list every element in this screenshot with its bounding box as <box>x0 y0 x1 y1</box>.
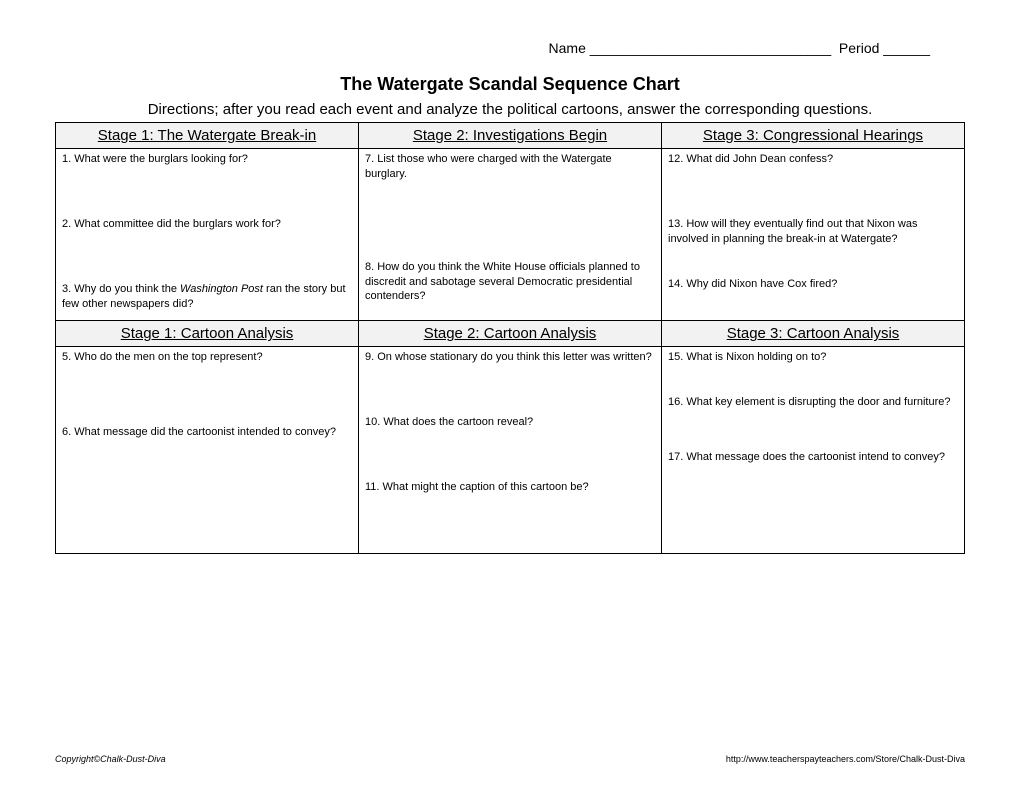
stage3-cartoon-header: Stage 3: Cartoon Analysis <box>662 321 965 347</box>
table-row: Stage 1: The Watergate Break-in Stage 2:… <box>56 123 965 149</box>
question-1: 1. What were the burglars looking for? <box>62 152 352 167</box>
question-7: 7. List those who were charged with the … <box>365 152 655 182</box>
question-11: 11. What might the caption of this carto… <box>365 480 655 495</box>
table-row: 5. Who do the men on the top represent? … <box>56 347 965 554</box>
name-blank: _______________________________ <box>590 40 831 56</box>
question-12: 12. What did John Dean confess? <box>668 152 958 167</box>
question-5: 5. Who do the men on the top represent? <box>62 350 352 365</box>
footer-copyright: Copyright©Chalk-Dust-Diva <box>55 754 166 764</box>
stage2-cartoon-questions: 9. On whose stationary do you think this… <box>359 347 662 554</box>
q3-italic: Washington Post <box>180 283 263 295</box>
stage3-questions: 12. What did John Dean confess? 13. How … <box>662 149 965 321</box>
stage2-questions: 7. List those who were charged with the … <box>359 149 662 321</box>
stage3-cartoon-questions: 15. What is Nixon holding on to? 16. Wha… <box>662 347 965 554</box>
period-label: Period <box>839 40 879 56</box>
sequence-chart: Stage 1: The Watergate Break-in Stage 2:… <box>55 122 965 554</box>
question-6: 6. What message did the cartoonist inten… <box>62 425 352 440</box>
period-blank: ______ <box>883 40 930 56</box>
stage1-cartoon-header: Stage 1: Cartoon Analysis <box>56 321 359 347</box>
question-14: 14. Why did Nixon have Cox fired? <box>668 277 958 292</box>
name-label: Name <box>549 40 586 56</box>
table-row: Stage 1: Cartoon Analysis Stage 2: Carto… <box>56 321 965 347</box>
header-line: Name _______________________________ Per… <box>55 40 965 56</box>
stage1-cartoon-questions: 5. Who do the men on the top represent? … <box>56 347 359 554</box>
q3-pre: 3. Why do you think the <box>62 283 180 295</box>
question-10: 10. What does the cartoon reveal? <box>365 415 655 430</box>
directions: Directions; after you read each event an… <box>55 101 965 118</box>
question-13: 13. How will they eventually find out th… <box>668 217 958 247</box>
page-title: The Watergate Scandal Sequence Chart <box>55 74 965 95</box>
stage1-questions: 1. What were the burglars looking for? 2… <box>56 149 359 321</box>
question-17: 17. What message does the cartoonist int… <box>668 450 958 465</box>
stage1-header: Stage 1: The Watergate Break-in <box>56 123 359 149</box>
table-row: 1. What were the burglars looking for? 2… <box>56 149 965 321</box>
question-2: 2. What committee did the burglars work … <box>62 217 352 232</box>
stage3-header: Stage 3: Congressional Hearings <box>662 123 965 149</box>
footer: Copyright©Chalk-Dust-Diva http://www.tea… <box>55 754 965 764</box>
question-16: 16. What key element is disrupting the d… <box>668 395 958 410</box>
footer-url: http://www.teacherspayteachers.com/Store… <box>726 754 965 764</box>
question-9: 9. On whose stationary do you think this… <box>365 350 655 365</box>
question-3: 3. Why do you think the Washington Post … <box>62 282 352 312</box>
question-15: 15. What is Nixon holding on to? <box>668 350 958 365</box>
stage2-cartoon-header: Stage 2: Cartoon Analysis <box>359 321 662 347</box>
stage2-header: Stage 2: Investigations Begin <box>359 123 662 149</box>
question-8: 8. How do you think the White House offi… <box>365 260 655 305</box>
